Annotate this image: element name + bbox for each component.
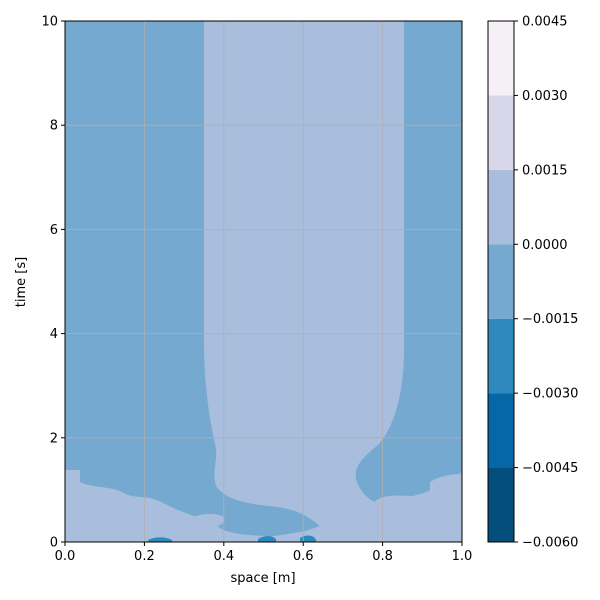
y-axis: 0 2 4 6 8 10 <box>41 15 65 551</box>
x-axis-label: space [m] <box>230 571 295 586</box>
plot-area <box>64 20 463 543</box>
contour-ripple <box>190 513 225 529</box>
colorbar-tick-label: −0.0045 <box>522 461 578 476</box>
x-tick-label: 0.8 <box>372 549 393 564</box>
colorbar-tick-label: 0.0000 <box>522 238 568 253</box>
x-tick-label: 0.2 <box>134 549 155 564</box>
colorbar-segment <box>488 244 514 319</box>
contour-spot <box>258 536 276 542</box>
y-tick-label: 0 <box>50 536 58 551</box>
colorbar: −0.0060 −0.0045 −0.0030 −0.0015 0.0000 0.0015… <box>487 15 578 551</box>
colorbar-segment <box>488 318 514 394</box>
contour-ripple <box>65 470 462 542</box>
colorbar-segment <box>488 467 514 542</box>
contour-ripple <box>330 508 462 542</box>
colorbar-tick-label: −0.0030 <box>522 387 578 402</box>
contour-ripple <box>99 497 130 510</box>
plot-frame <box>64 20 463 543</box>
contour-spot <box>148 537 172 542</box>
y-tick-label: 10 <box>41 15 58 30</box>
contour-ripple <box>430 474 462 496</box>
colorbar-segment <box>488 21 514 96</box>
colorbar-segment <box>488 393 514 468</box>
contour-fill-center-band <box>204 21 404 526</box>
y-axis-label: time [s] <box>14 257 29 307</box>
x-tick-label: 0.6 <box>293 549 314 564</box>
colorbar-segment <box>488 95 514 170</box>
colorbar-tick-label: −0.0060 <box>522 536 578 551</box>
y-tick-label: 6 <box>50 223 58 238</box>
colorbar-tick-label: −0.0015 <box>522 312 578 327</box>
x-tick-label: 0.4 <box>213 549 234 564</box>
x-axis: 0.0 0.2 0.4 0.6 0.8 1.0 <box>55 542 473 564</box>
contour-ripple <box>65 500 176 542</box>
colorbar-segment <box>488 169 514 245</box>
x-tick-label: 0.0 <box>55 549 76 564</box>
colorbar-tick-label: 0.0015 <box>522 163 568 178</box>
colorbar-tick-label: 0.0045 <box>522 15 568 30</box>
colorbar-frame <box>487 20 515 543</box>
contour-spot <box>300 535 316 542</box>
y-tick-label: 2 <box>50 431 58 446</box>
y-tick-label: 4 <box>50 327 58 342</box>
x-tick-label: 1.0 <box>452 549 473 564</box>
colorbar-tick-label: 0.0030 <box>522 89 568 104</box>
y-tick-label: 8 <box>50 119 58 134</box>
